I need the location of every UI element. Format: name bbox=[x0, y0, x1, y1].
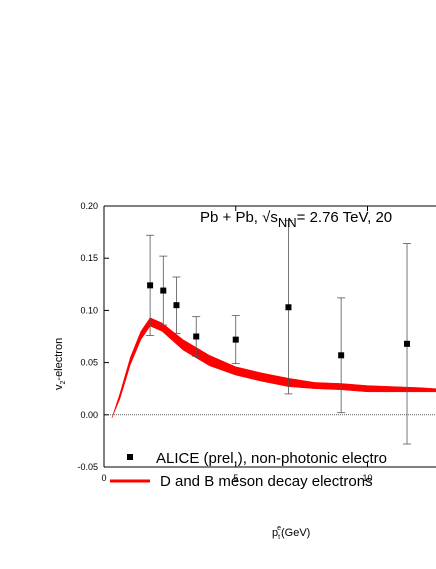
label-part: -electron bbox=[53, 338, 65, 381]
point bbox=[232, 336, 239, 343]
label-part: 2 bbox=[60, 381, 67, 385]
label-part: e bbox=[277, 525, 281, 532]
legend-label: D and B meson decay electrons bbox=[160, 473, 373, 490]
point bbox=[173, 302, 180, 309]
y-tick-label: 0.10 bbox=[80, 305, 98, 315]
y-tick-label: 0.15 bbox=[80, 253, 98, 263]
point bbox=[404, 340, 411, 347]
x-tick-label: 5 bbox=[233, 473, 238, 483]
label-part: t bbox=[278, 534, 280, 541]
legend-label: ALICE (prel.), non-photonic electro bbox=[156, 450, 387, 467]
y-axis-label: v2-electron bbox=[53, 338, 67, 390]
title-part: = 2.76 TeV, 20 bbox=[297, 209, 393, 226]
label-part: p bbox=[272, 527, 278, 539]
title-part: NN bbox=[278, 215, 297, 230]
title-part: Pb + Pb, √s bbox=[200, 209, 278, 226]
point bbox=[338, 352, 345, 359]
x-axis-label: pte(GeV) bbox=[272, 525, 310, 541]
x-tick-label: 10 bbox=[362, 473, 372, 483]
point bbox=[285, 304, 292, 311]
point bbox=[147, 282, 154, 289]
chart-title: Pb + Pb, √sNN= 2.76 TeV, 20 bbox=[200, 209, 392, 230]
legend-marker bbox=[127, 454, 133, 460]
x-tick-label: 0 bbox=[101, 473, 106, 483]
y-tick-label: 0.20 bbox=[80, 201, 98, 211]
y-tick-label: -0.05 bbox=[77, 462, 98, 472]
point bbox=[160, 287, 167, 294]
band bbox=[111, 317, 436, 419]
label-part: v bbox=[53, 384, 65, 390]
y-tick-label: 0.05 bbox=[80, 358, 98, 368]
y-tick-label: 0.00 bbox=[80, 410, 98, 420]
label-part: (GeV) bbox=[281, 527, 310, 539]
point bbox=[193, 333, 200, 340]
